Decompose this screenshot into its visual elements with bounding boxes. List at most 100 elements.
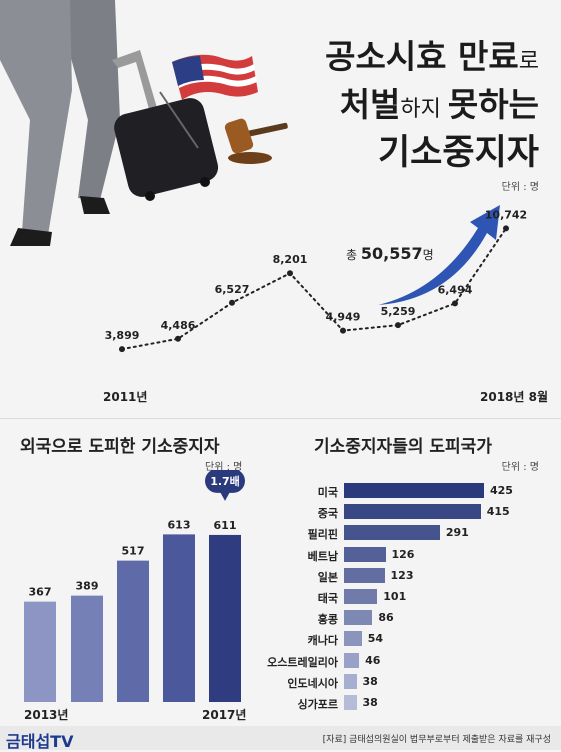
- trouser-leg-front: [0, 0, 72, 235]
- country-value: 38: [362, 674, 378, 688]
- title-text: 못하는: [447, 85, 539, 124]
- gavel-icon: [224, 118, 288, 164]
- country-bar: [344, 610, 373, 626]
- country-value: 46: [365, 653, 381, 667]
- country-label: 베트남: [307, 549, 338, 563]
- trend-point: [119, 346, 125, 353]
- country-bar: [344, 546, 386, 562]
- country-bar: [344, 652, 360, 668]
- callout-text: 1.7배: [210, 474, 240, 488]
- growth-callout: [205, 470, 245, 493]
- trend-start-label: 2011년: [103, 390, 148, 404]
- trend-point: [395, 322, 401, 329]
- country-value: 126: [391, 547, 415, 561]
- country-label: 미국: [317, 486, 338, 499]
- left-start-label: 2013년: [24, 708, 69, 722]
- country-label: 일본: [317, 570, 338, 584]
- section-divider: [0, 418, 561, 419]
- shoe-back: [80, 196, 110, 214]
- title-line-1: 공소시효 만료로: [325, 30, 539, 78]
- total-suffix: 명: [422, 248, 434, 262]
- bar: [71, 595, 103, 702]
- country-value: 123: [390, 568, 414, 582]
- country-value: 54: [367, 632, 384, 646]
- country-bar: [344, 525, 440, 541]
- title-particle: 로: [518, 49, 539, 74]
- country-value: 86: [378, 611, 394, 625]
- country-label: 인도네시아: [287, 676, 338, 690]
- trend-series-line: [121, 227, 507, 351]
- source-note: [자료] 금태섭의원실이 법무부로부터 제출받은 자료를 재구성: [322, 735, 551, 745]
- trend-value-label: 5,259: [381, 305, 416, 318]
- country-bar: [344, 673, 357, 689]
- country-bar: [344, 631, 362, 647]
- country-bar: [344, 567, 385, 583]
- right-chart-unit: 단위 : 명: [501, 462, 539, 473]
- country-label: 중국: [317, 507, 338, 521]
- suitcase-handle: [112, 50, 160, 120]
- suitcase: [114, 98, 219, 197]
- title-line-2: 처벌하지 못하는: [340, 78, 539, 126]
- us-flag-icon: [159, 54, 258, 149]
- trend-value-label: 8,201: [273, 253, 308, 266]
- country-bar: [344, 504, 481, 520]
- trend-end-label: 2018년 8월: [480, 390, 549, 404]
- country-label: 홍콩: [317, 613, 338, 627]
- trend-value-label: 6,527: [215, 283, 250, 296]
- callout-pointer: [220, 491, 230, 501]
- trend-line-chart: 3,899 4,486 6,527 8,201 4,949 5,259 6,494 10,74…: [105, 205, 527, 353]
- bar: [163, 534, 195, 702]
- traveler-illustration: [0, 0, 288, 246]
- trend-value-label: 4,486: [161, 319, 196, 332]
- trend-point: [503, 225, 509, 232]
- trend-unit: 단위 : 명: [501, 182, 539, 193]
- country-label: 캐나다: [307, 634, 338, 648]
- bar: [117, 560, 149, 702]
- footer: 금태섭TV [자료] 금태섭의원실이 법무부로부터 제출받은 자료를 재구성: [0, 726, 561, 751]
- trend-value-label: 6,494: [438, 283, 473, 296]
- country-value: 101: [383, 590, 407, 603]
- bar: [209, 534, 241, 702]
- left-chart-unit: 단위 : 명: [205, 462, 243, 473]
- total-prefix: 총: [346, 248, 361, 262]
- total-value: 50,557: [360, 244, 423, 263]
- country-label: 필리핀: [307, 528, 338, 542]
- bar-value-label: 389: [76, 580, 99, 593]
- country-bar: [344, 483, 484, 498]
- bar-value-label: 367: [29, 586, 52, 599]
- right-chart-title: 기소중지자들의 도피국가: [314, 437, 492, 457]
- country-bar: [344, 589, 378, 604]
- trend-point: [340, 327, 346, 334]
- suitcase-wheel: [200, 177, 210, 187]
- left-chart-title: 외국으로 도피한 기소중지자: [20, 437, 220, 457]
- suitcase-wheel: [145, 191, 155, 201]
- country-label: 오스트레일리아: [267, 655, 338, 669]
- country-value: 291: [445, 526, 469, 540]
- trend-point: [175, 335, 181, 342]
- trend-total: 총 50,557명: [346, 244, 434, 263]
- shoe-front: [10, 228, 52, 246]
- country-bar: [344, 695, 357, 710]
- trend-value-label: 3,899: [105, 329, 140, 342]
- trend-point: [452, 300, 458, 307]
- trouser-leg-back: [55, 0, 120, 200]
- title-text: 처벌: [339, 85, 401, 124]
- country-value: 425: [490, 484, 513, 497]
- left-end-label: 2017년: [202, 708, 247, 722]
- title-text: 공소시효 만료: [325, 37, 519, 76]
- country-value: 415: [486, 505, 510, 519]
- growth-arrow-icon: [378, 205, 500, 305]
- trend-value-label: 10,742: [485, 208, 527, 221]
- country-label: 태국: [317, 592, 338, 605]
- country-label: 싱가포르: [297, 698, 338, 711]
- trend-point: [229, 299, 235, 306]
- left-bar-chart: 367 389 517 613 611 1.7배: [24, 470, 245, 702]
- title-particle: 하지: [400, 97, 448, 122]
- bar: [24, 601, 56, 702]
- bar-value-label: 517: [122, 545, 145, 558]
- title-line-3: 기소중지자: [377, 133, 539, 173]
- country-value: 38: [362, 696, 378, 709]
- bar-value-label: 611: [214, 519, 237, 532]
- bar-value-label: 613: [168, 518, 191, 531]
